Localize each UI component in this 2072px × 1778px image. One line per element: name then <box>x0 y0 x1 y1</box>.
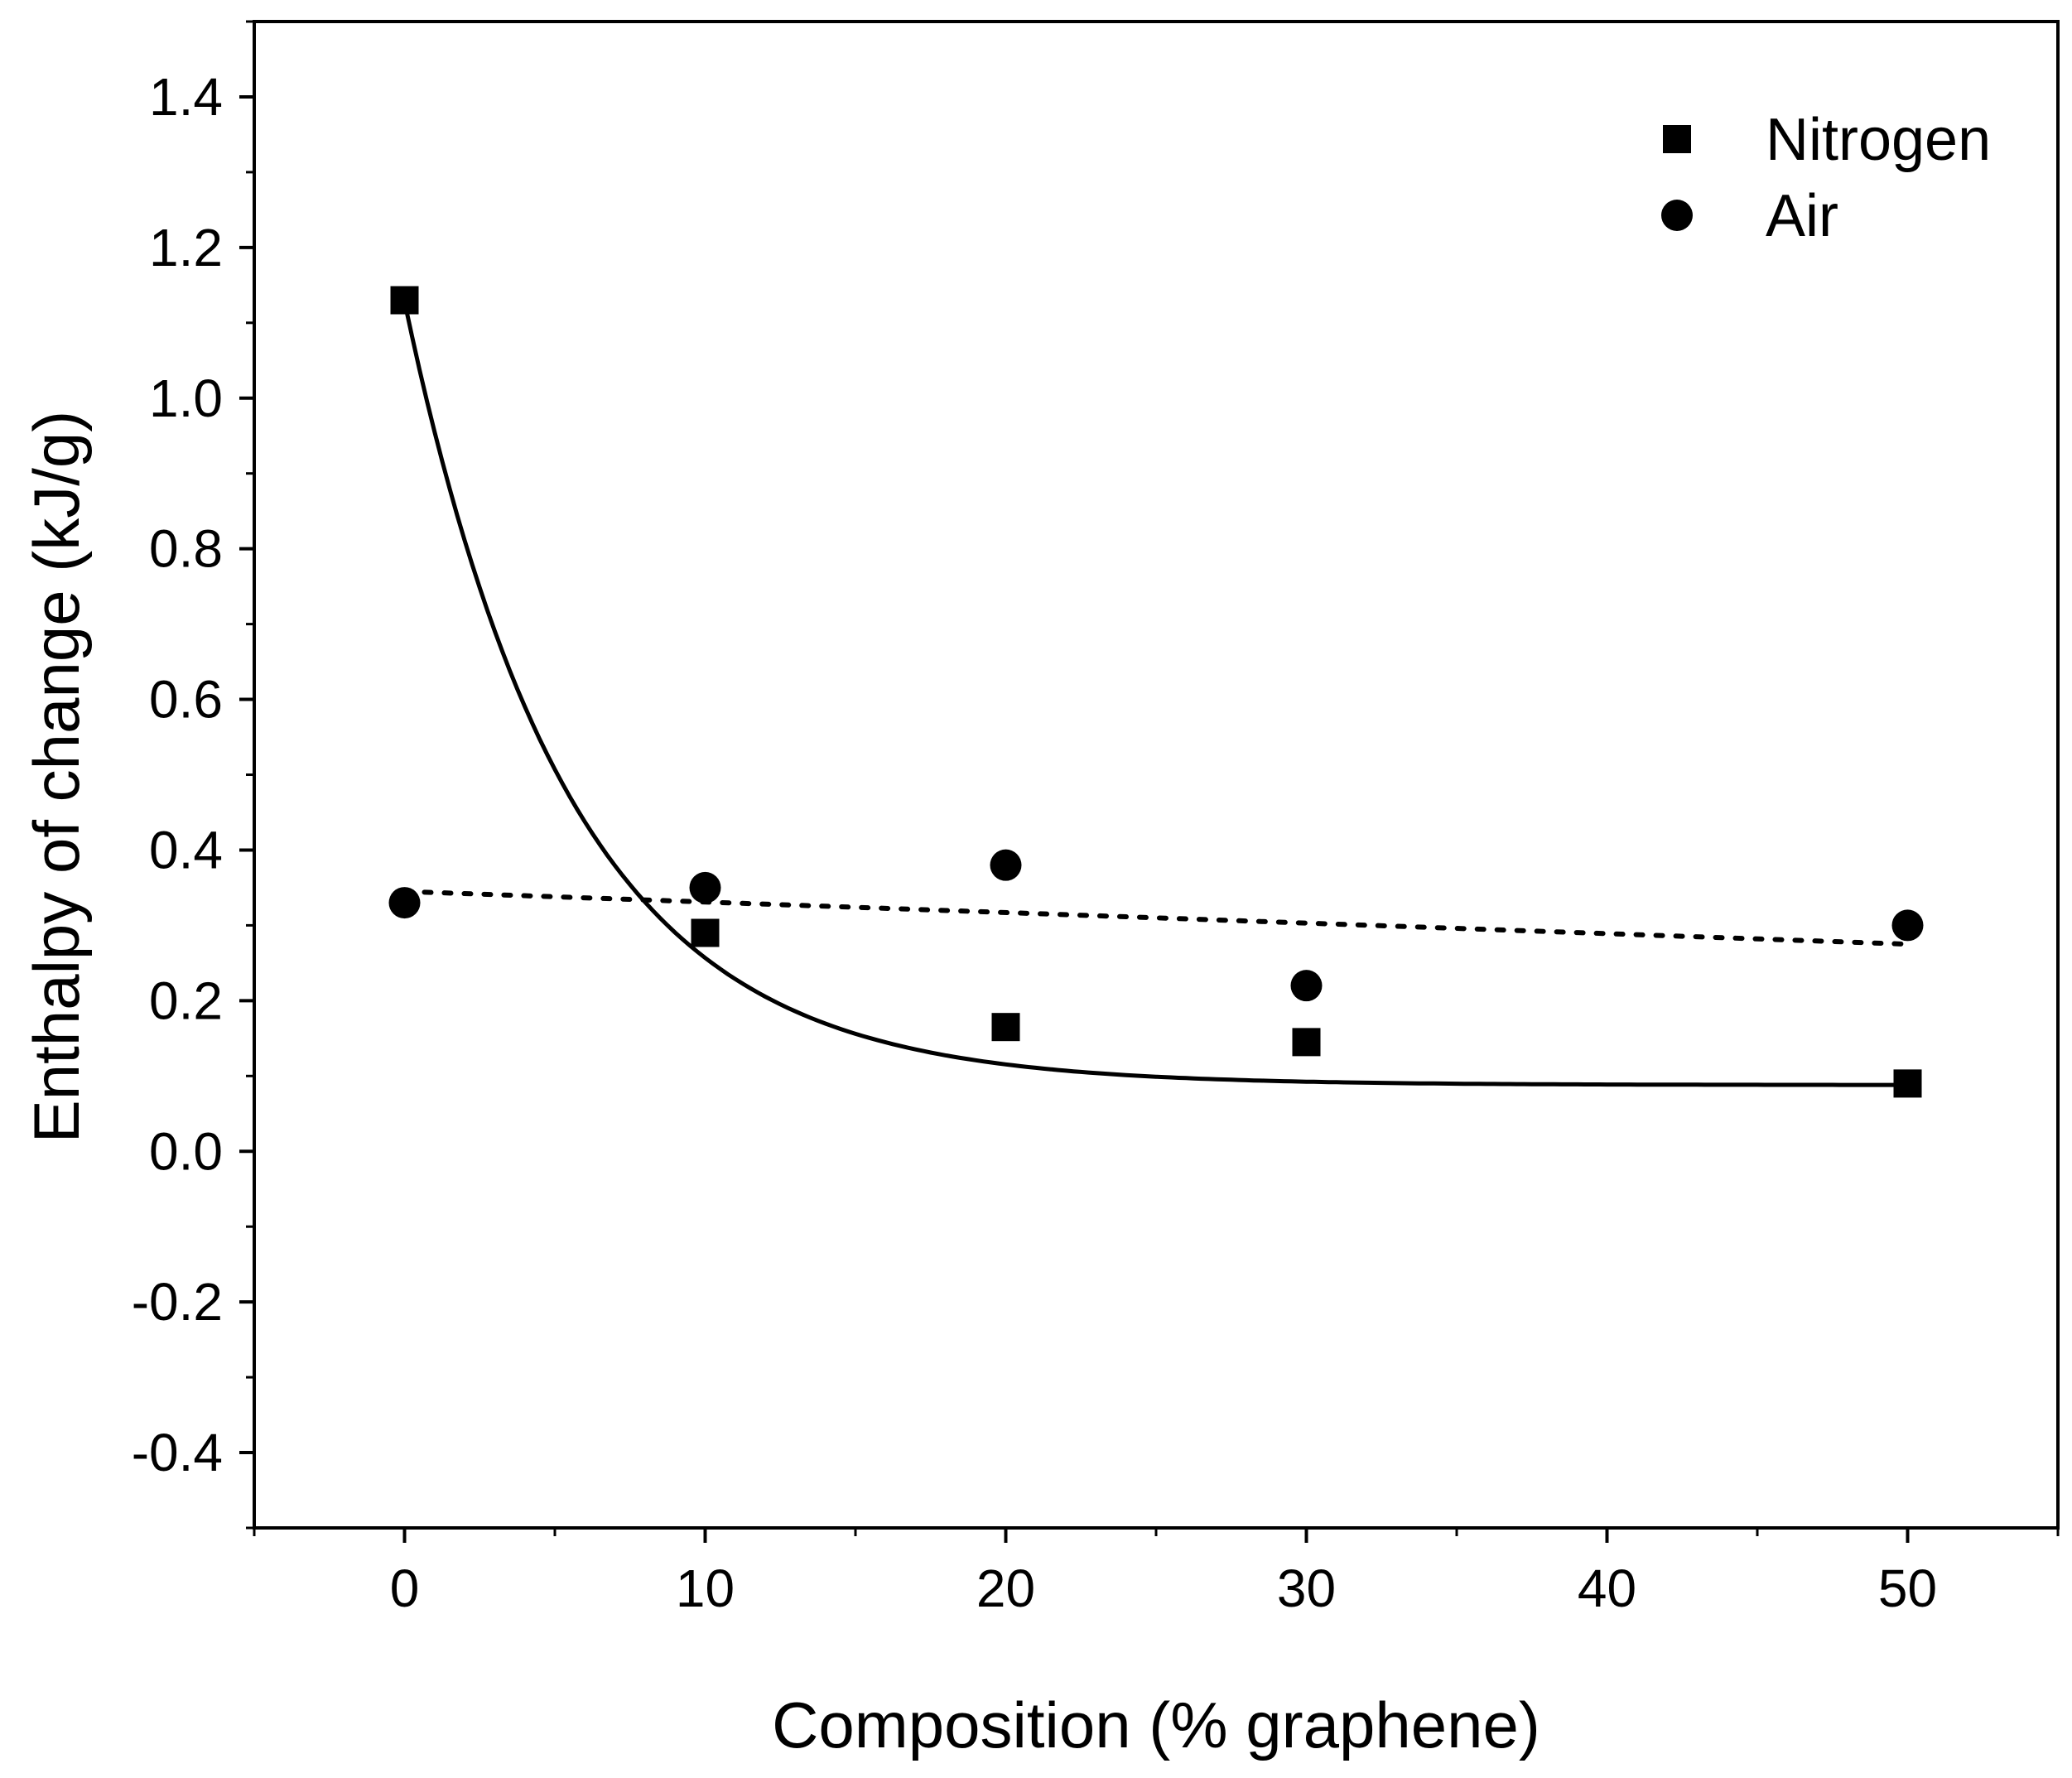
fit-line-nitrogen <box>402 301 1908 1087</box>
y-tick-label: 1.2 <box>149 218 223 277</box>
point-nitrogen <box>1292 1028 1321 1057</box>
y-tick-label: -0.4 <box>132 1423 223 1482</box>
x-axis-title: Composition (% graphene) <box>772 1689 1540 1761</box>
y-tick-label: 0.8 <box>149 519 223 579</box>
x-tick-label: 50 <box>1878 1559 1937 1618</box>
point-air <box>689 871 721 903</box>
legend-label-air: Air <box>1766 183 1838 249</box>
point-air <box>1290 970 1323 1002</box>
x-tick-label: 0 <box>390 1559 420 1618</box>
point-air <box>990 849 1022 881</box>
y-tick-label: 1.0 <box>149 369 223 428</box>
y-axis: -0.4 -0.2 0.0 0.2 0.4 0.6 0.8 1.0 1.2 1.4 <box>132 20 254 1530</box>
point-nitrogen <box>691 918 720 947</box>
y-axis-title: Enthalpy of change (kJ/g) <box>20 411 93 1144</box>
legend-marker-nitrogen <box>1663 125 1691 153</box>
point-nitrogen <box>390 286 419 315</box>
point-nitrogen <box>991 1013 1020 1042</box>
x-tick-label: 40 <box>1578 1559 1636 1618</box>
x-tick-label: 10 <box>676 1559 735 1618</box>
point-air <box>1891 909 1924 942</box>
y-tick-label: -0.2 <box>132 1272 223 1332</box>
y-tick-label: 1.4 <box>149 67 223 127</box>
y-tick-label: 0.0 <box>149 1121 223 1181</box>
fit-curves <box>402 301 1911 1087</box>
x-tick-label: 20 <box>976 1559 1035 1618</box>
fit-line-air <box>402 889 1911 947</box>
legend-label-nitrogen: Nitrogen <box>1766 107 1991 173</box>
data-points <box>388 286 1924 1098</box>
y-tick-label: 0.6 <box>149 670 223 730</box>
point-nitrogen <box>1893 1069 1922 1098</box>
point-air <box>388 887 421 919</box>
y-tick-label: 0.4 <box>149 820 223 879</box>
x-tick-label: 30 <box>1277 1559 1336 1618</box>
legend-marker-air <box>1661 200 1693 231</box>
y-tick-label: 0.2 <box>149 971 223 1030</box>
legend: Nitrogen Air <box>1661 107 1991 249</box>
x-axis: 0 10 20 30 40 50 <box>253 1528 2060 1618</box>
